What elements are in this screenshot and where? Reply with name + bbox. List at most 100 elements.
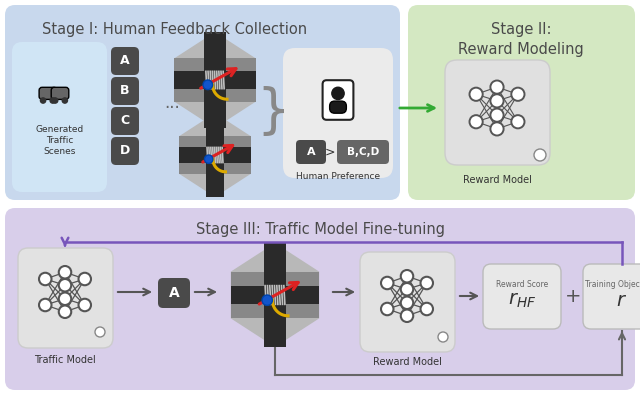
FancyBboxPatch shape: [12, 42, 107, 192]
Polygon shape: [231, 286, 319, 305]
FancyBboxPatch shape: [18, 248, 113, 348]
Text: $r_{HF}$: $r_{HF}$: [508, 290, 536, 310]
Text: B,C,D: B,C,D: [347, 147, 379, 157]
Text: Stage I: Human Feedback Collection: Stage I: Human Feedback Collection: [42, 22, 308, 37]
FancyBboxPatch shape: [360, 252, 455, 352]
FancyBboxPatch shape: [5, 208, 635, 390]
Polygon shape: [264, 243, 287, 347]
Text: B: B: [120, 85, 130, 98]
Polygon shape: [174, 32, 256, 128]
FancyBboxPatch shape: [111, 137, 139, 165]
FancyBboxPatch shape: [330, 101, 346, 113]
FancyBboxPatch shape: [283, 48, 393, 178]
Text: C: C: [120, 115, 129, 128]
Circle shape: [205, 155, 213, 164]
Circle shape: [490, 109, 504, 122]
Circle shape: [490, 122, 504, 135]
Text: Reward Model: Reward Model: [372, 357, 442, 367]
Text: >: >: [324, 145, 335, 158]
Polygon shape: [225, 88, 256, 102]
Text: A: A: [120, 55, 130, 68]
Polygon shape: [287, 305, 319, 318]
Circle shape: [62, 98, 67, 103]
Circle shape: [332, 87, 344, 100]
FancyBboxPatch shape: [158, 278, 190, 308]
Polygon shape: [174, 88, 204, 102]
Circle shape: [534, 149, 546, 161]
Text: D: D: [120, 145, 130, 158]
Circle shape: [39, 273, 51, 285]
Circle shape: [95, 327, 105, 337]
Polygon shape: [174, 58, 204, 71]
Circle shape: [59, 279, 71, 292]
FancyBboxPatch shape: [111, 47, 139, 75]
Circle shape: [52, 98, 58, 103]
FancyBboxPatch shape: [5, 5, 400, 200]
Circle shape: [203, 80, 212, 90]
Text: Training Objectives: Training Objectives: [586, 280, 640, 289]
Circle shape: [401, 283, 413, 295]
Text: Reward Model: Reward Model: [463, 175, 531, 185]
FancyBboxPatch shape: [296, 140, 326, 164]
Circle shape: [401, 270, 413, 282]
Circle shape: [59, 266, 71, 278]
Circle shape: [50, 98, 56, 103]
Text: Human Preference: Human Preference: [296, 172, 380, 181]
FancyBboxPatch shape: [483, 264, 561, 329]
Circle shape: [470, 115, 483, 128]
Polygon shape: [287, 272, 319, 286]
Text: Generated
Traffic
Scenes: Generated Traffic Scenes: [36, 125, 84, 156]
FancyBboxPatch shape: [337, 140, 389, 164]
FancyBboxPatch shape: [445, 60, 550, 165]
FancyBboxPatch shape: [583, 264, 640, 329]
Text: Traffic Model: Traffic Model: [34, 355, 96, 365]
Polygon shape: [174, 71, 256, 88]
Text: ...: ...: [164, 94, 180, 112]
FancyBboxPatch shape: [408, 5, 635, 200]
FancyBboxPatch shape: [39, 87, 57, 100]
Circle shape: [511, 88, 525, 101]
Polygon shape: [179, 147, 251, 163]
Circle shape: [511, 115, 525, 128]
Polygon shape: [224, 136, 251, 147]
Circle shape: [401, 297, 413, 309]
Circle shape: [470, 88, 483, 101]
Text: A: A: [307, 147, 316, 157]
Circle shape: [438, 332, 448, 342]
Text: Stage II:
Reward Modeling: Stage II: Reward Modeling: [458, 22, 584, 57]
Circle shape: [490, 81, 504, 94]
FancyBboxPatch shape: [111, 77, 139, 105]
Circle shape: [79, 273, 91, 285]
Circle shape: [420, 277, 433, 289]
Polygon shape: [224, 163, 251, 174]
Polygon shape: [179, 163, 206, 174]
Text: Stage III: Traffic Model Fine-tuning: Stage III: Traffic Model Fine-tuning: [195, 222, 445, 237]
Polygon shape: [231, 272, 264, 286]
Circle shape: [40, 98, 45, 103]
Polygon shape: [179, 136, 206, 147]
Polygon shape: [225, 58, 256, 71]
Polygon shape: [204, 32, 225, 128]
Text: +: +: [564, 286, 581, 305]
Text: A: A: [168, 286, 179, 300]
Circle shape: [59, 305, 71, 318]
FancyBboxPatch shape: [111, 107, 139, 135]
Polygon shape: [179, 113, 251, 197]
Circle shape: [59, 293, 71, 305]
FancyBboxPatch shape: [51, 87, 69, 100]
Circle shape: [79, 299, 91, 311]
Polygon shape: [231, 305, 264, 318]
Text: $r$: $r$: [616, 290, 627, 310]
FancyBboxPatch shape: [323, 80, 353, 120]
Circle shape: [420, 303, 433, 315]
Text: Reward Score: Reward Score: [496, 280, 548, 289]
Circle shape: [262, 295, 273, 305]
Circle shape: [381, 303, 394, 315]
Polygon shape: [206, 113, 224, 197]
Polygon shape: [231, 243, 319, 347]
Text: }: }: [256, 86, 290, 138]
Circle shape: [490, 94, 504, 107]
Circle shape: [39, 299, 51, 311]
Circle shape: [401, 310, 413, 322]
Circle shape: [381, 277, 394, 289]
